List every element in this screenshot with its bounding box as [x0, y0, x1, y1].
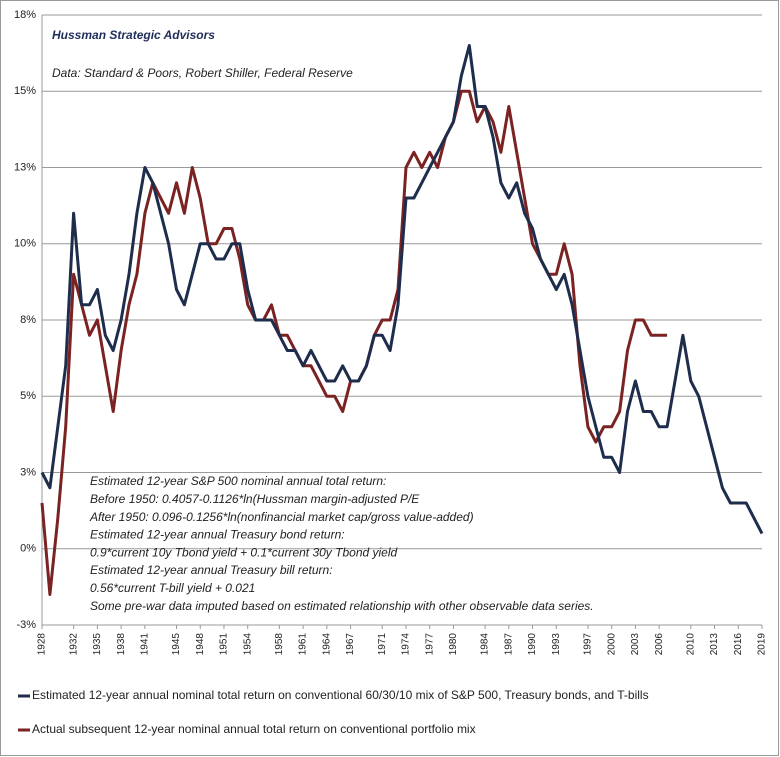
x-tick-label: 1928 [37, 633, 48, 656]
x-tick-label: 1945 [171, 633, 182, 656]
legend-label: Estimated 12-year annual nominal total r… [32, 688, 649, 702]
note: Some pre-war data imputed based on estim… [90, 599, 594, 613]
x-tick-label: 2003 [630, 633, 641, 656]
y-tick-label: -3% [16, 619, 36, 631]
x-tick-label: 1987 [503, 633, 514, 656]
x-tick-label: 1941 [139, 633, 150, 656]
x-tick-label: 1951 [219, 633, 230, 656]
legend-label: Actual subsequent 12-year nominal annual… [32, 722, 476, 736]
x-tick-label: 2013 [709, 633, 720, 656]
y-tick-label: 18% [14, 9, 36, 21]
x-tick-label: 1964 [321, 633, 332, 656]
data-line [40, 44, 764, 535]
x-tick-label: 1954 [242, 633, 253, 656]
note: Before 1950: 0.4057-0.1126*ln(Hussman ma… [90, 492, 420, 506]
x-tick-label: 2006 [654, 633, 665, 656]
x-tick-label: 1974 [401, 633, 412, 656]
x-tick-label: 1948 [195, 633, 206, 656]
x-tick-label: 2000 [606, 633, 617, 656]
annotation: Data: Standard & Poors, Robert Shiller, … [52, 66, 353, 80]
x-tick-label: 1967 [345, 633, 356, 656]
y-tick-label: 0% [20, 543, 36, 555]
x-tick-label: 1984 [480, 633, 491, 656]
x-tick-label: 1980 [448, 633, 459, 656]
note: 0.9*current 10y Tbond yield + 0.1*curren… [90, 545, 398, 559]
x-tick-label: 1990 [527, 633, 538, 656]
x-tick-label: 2019 [757, 633, 768, 656]
y-tick-label: 3% [20, 466, 36, 478]
y-tick-label: 15% [14, 85, 36, 97]
x-tick-label: 1935 [92, 633, 103, 656]
y-tick-label: 8% [20, 314, 36, 326]
annotation: Hussman Strategic Advisors [52, 28, 215, 42]
y-tick-label: 5% [20, 390, 36, 402]
x-tick-label: 1993 [551, 633, 562, 656]
x-tick-label: 1971 [377, 633, 388, 656]
x-tick-label: 2016 [733, 633, 744, 656]
x-tick-label: 1932 [68, 633, 79, 656]
note: Estimated 12-year annual Treasury bond r… [90, 528, 345, 542]
note: Estimated 12-year S&P 500 nominal annual… [90, 474, 386, 488]
note: After 1950: 0.096-0.1256*ln(nonfinancial… [89, 510, 474, 524]
y-tick-label: 13% [14, 161, 36, 173]
x-tick-label: 1958 [274, 633, 285, 656]
x-tick-label: 1938 [116, 633, 127, 656]
x-tick-label: 2010 [685, 633, 696, 656]
x-tick-label: 1961 [298, 633, 309, 656]
note: 0.56*current T-bill yield + 0.021 [90, 581, 255, 595]
y-tick-label: 10% [14, 238, 36, 250]
note: Estimated 12-year annual Treasury bill r… [90, 563, 333, 577]
x-tick-label: 1977 [424, 633, 435, 656]
x-tick-label: 1997 [583, 633, 594, 656]
